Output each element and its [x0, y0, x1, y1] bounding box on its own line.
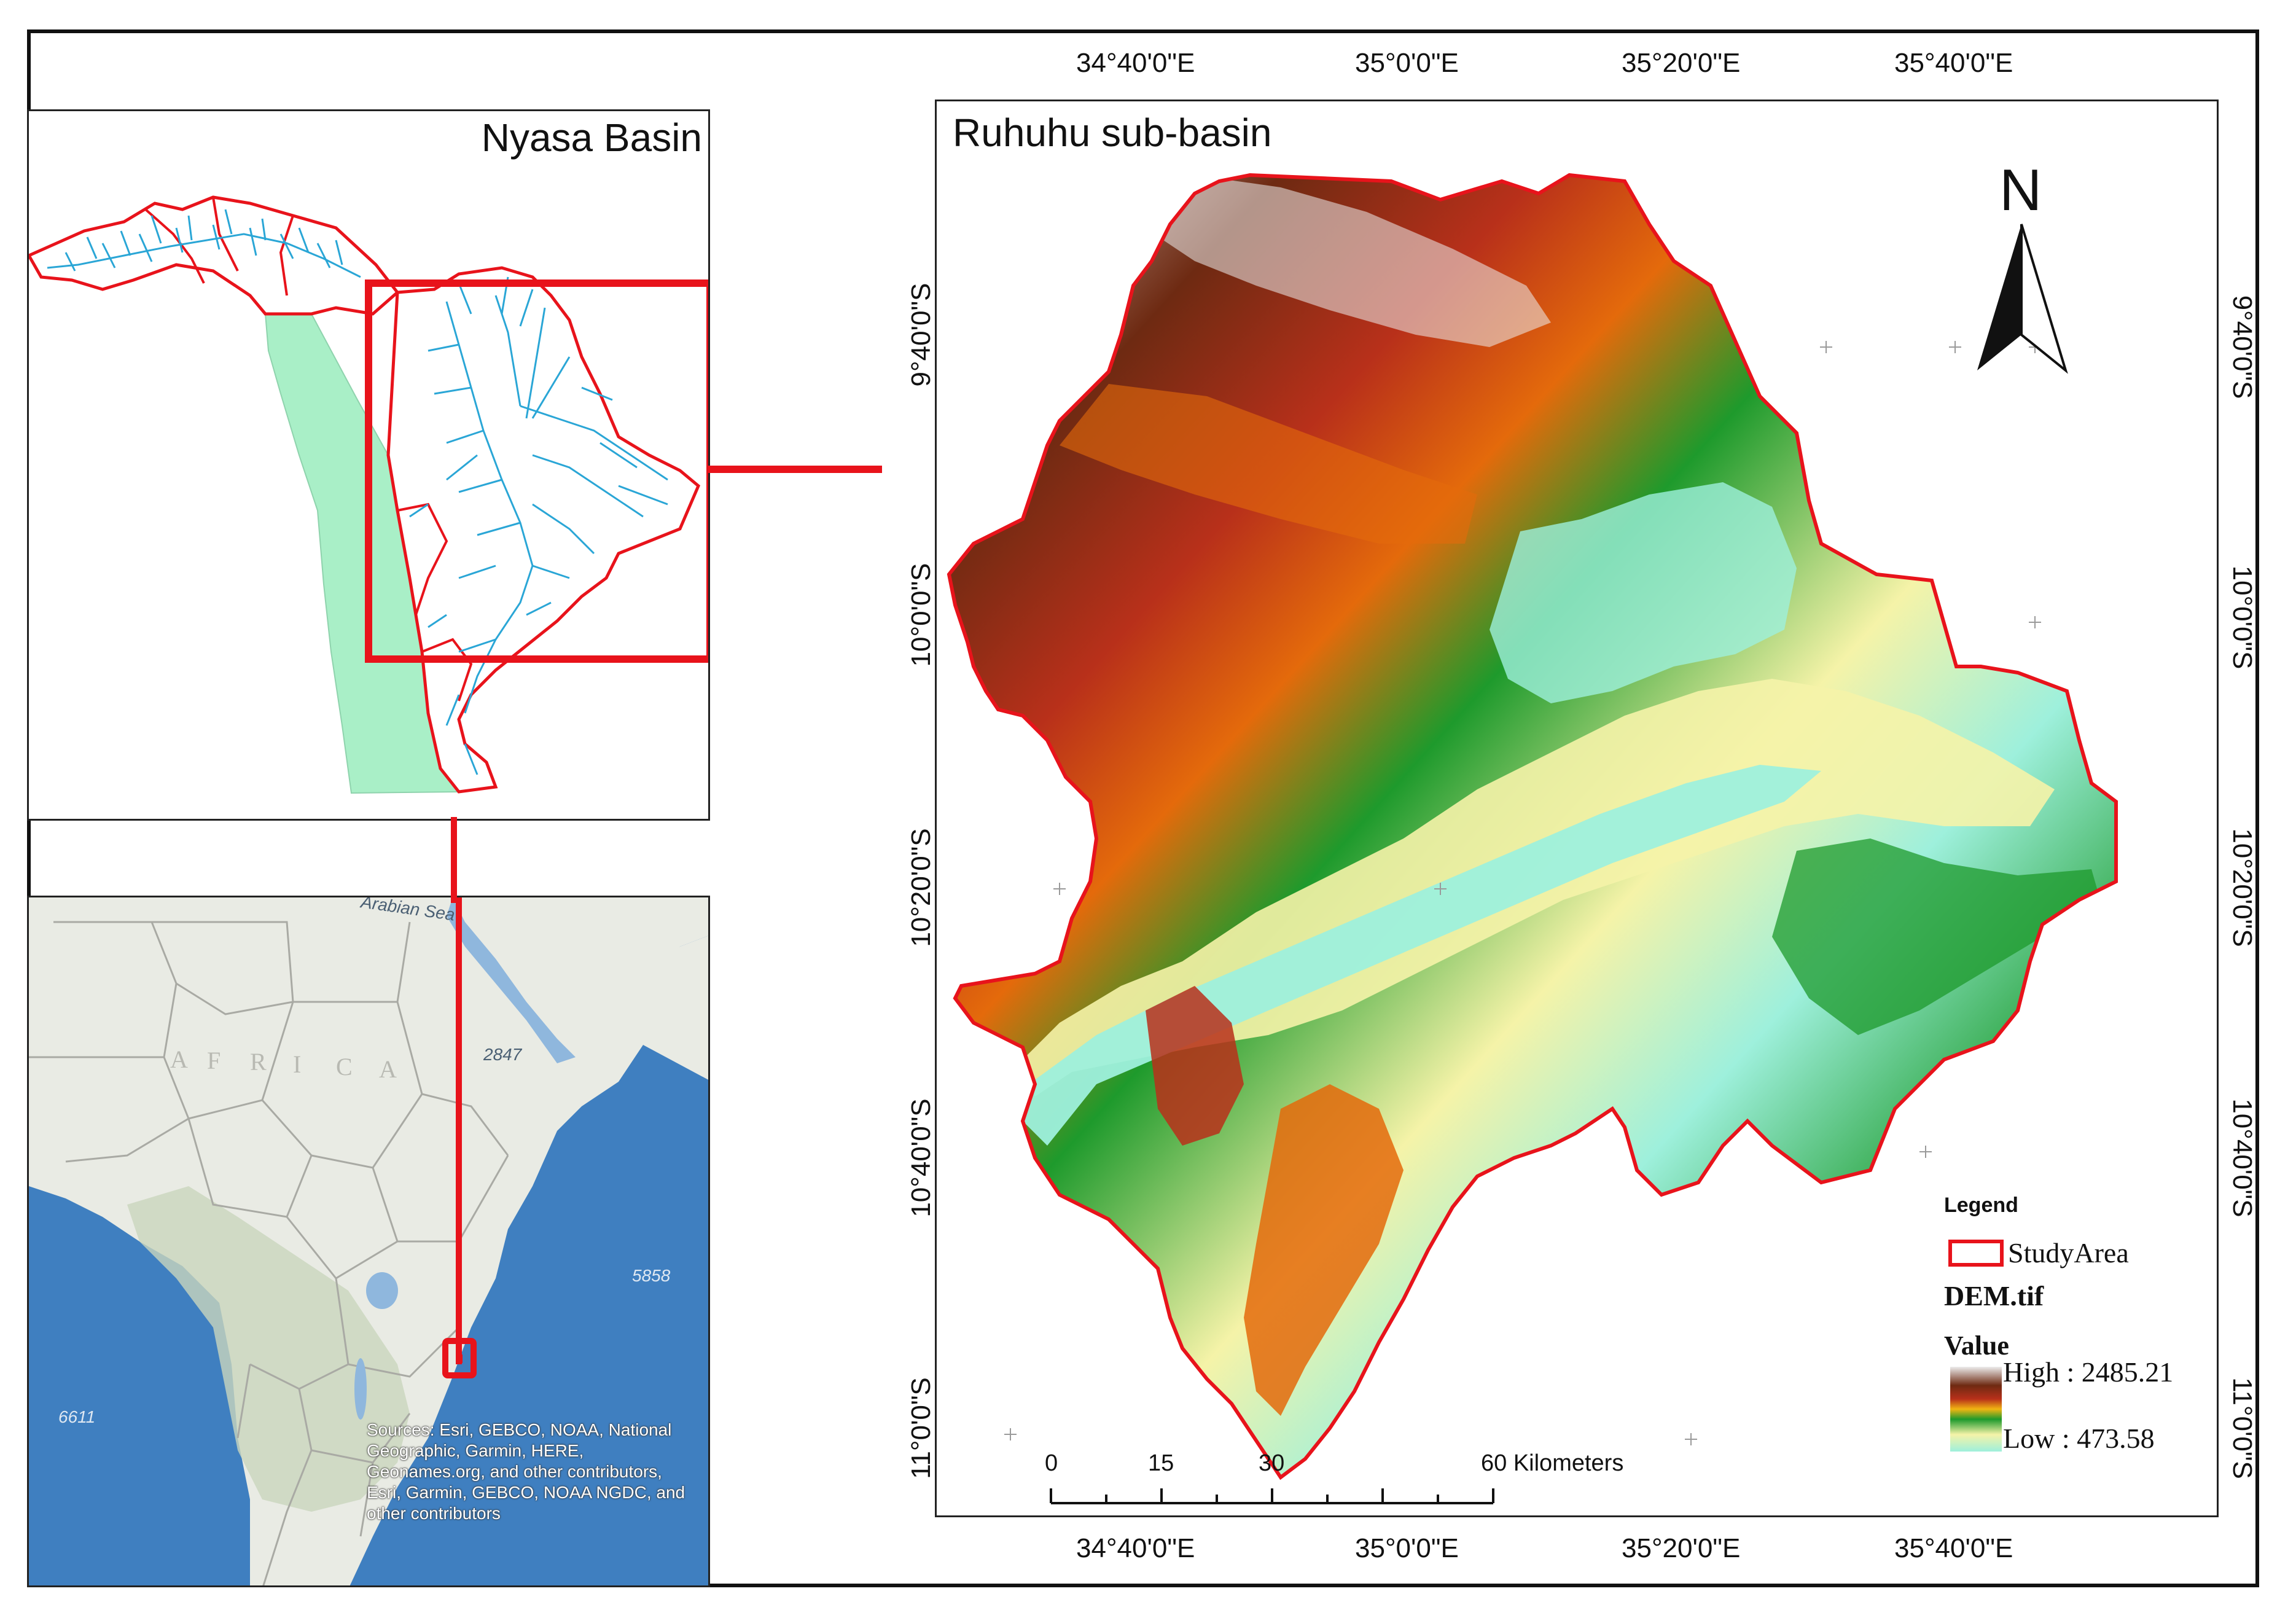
bottom-coord-1: 34°40'0"E: [1076, 1533, 1195, 1563]
north-arrow: [1977, 224, 2068, 374]
africa-landmass: [29, 897, 708, 1585]
locator-connector-line: [451, 817, 457, 903]
country-borders: [29, 921, 509, 1585]
ruhuhu-catchment: [386, 266, 701, 794]
right-coord-5: 11°0'0"S: [2227, 1377, 2257, 1479]
scale-label-15: 15: [1148, 1450, 1174, 1476]
top-coord-4: 35°40'0"E: [1894, 48, 2013, 78]
scale-label-60: 60 Kilometers: [1481, 1450, 1624, 1476]
right-coord-3: 10°20'0"S: [2227, 828, 2257, 947]
main-map-title: Ruhuhu sub-basin: [953, 111, 1272, 155]
right-coord-1: 9°40'0"S: [2227, 295, 2257, 399]
scale-label-30: 30: [1259, 1450, 1285, 1476]
right-coord-2: 10°0'0"S: [2227, 565, 2257, 670]
western-catchment: [29, 195, 400, 316]
north-label: N: [1999, 157, 2042, 223]
left-coord-4: 10°40'0"S: [906, 1098, 936, 1217]
legend: Legend StudyArea DEM.tif Value High : 24…: [1944, 1194, 2214, 1454]
nyasa-basin-inset: Nyasa Basin: [27, 109, 710, 821]
nyasa-basin-map: [29, 195, 708, 794]
africa-locator-map: [29, 897, 708, 1585]
right-coord-4: 10°40'0"S: [2227, 1098, 2257, 1217]
dem-color-ramp: [1950, 1367, 2002, 1452]
left-coord-1: 9°40'0"S: [906, 283, 936, 387]
depth-label-6611: 6611: [58, 1407, 96, 1426]
depth-label-2847: 2847: [483, 1045, 522, 1064]
top-coord-2: 35°0'0"E: [1355, 48, 1459, 78]
legend-layer-name: DEM.tif: [1944, 1280, 2044, 1311]
map-attribution: Sources: Esri, GEBCO, NOAA, National Geo…: [367, 1420, 685, 1523]
connector-line: [708, 466, 882, 473]
legend-title: Legend: [1944, 1194, 2018, 1217]
left-coord-5: 11°0'0"S: [906, 1377, 936, 1479]
river-network: [47, 209, 668, 775]
ruhuhu-highlight-box: [365, 279, 708, 663]
top-coord-1: 34°40'0"E: [1076, 48, 1195, 78]
ruhuhu-main-map: Ruhuhu sub-basin N 0 15 30 60 Kilometers…: [935, 100, 2219, 1517]
study-area-swatch: [1948, 1240, 2004, 1267]
legend-high-value: High : 2485.21: [2003, 1356, 2174, 1388]
scale-bar: [1050, 1488, 1494, 1504]
left-coord-2: 10°0'0"S: [906, 563, 936, 667]
bottom-coord-3: 35°20'0"E: [1622, 1533, 1741, 1563]
top-coord-3: 35°20'0"E: [1622, 48, 1741, 78]
bottom-coord-4: 35°40'0"E: [1894, 1533, 2013, 1563]
left-coord-3: 10°20'0"S: [906, 828, 936, 947]
nyasa-basin-title: Nyasa Basin: [481, 115, 702, 160]
legend-low-value: Low : 473.58: [2003, 1423, 2155, 1454]
bottom-coord-2: 35°0'0"E: [1355, 1533, 1459, 1563]
legend-value-label: Value: [1944, 1331, 2009, 1361]
africa-locator-inset: Arabian Sea 2847 5858 6611 A F R I C A S…: [27, 896, 710, 1587]
continent-label: A F R I C A: [170, 1045, 398, 1083]
depth-label-5858: 5858: [632, 1266, 671, 1285]
legend-study-area-label: StudyArea: [2008, 1237, 2129, 1268]
scale-label-0: 0: [1045, 1450, 1058, 1476]
dem-map: [937, 101, 2219, 1504]
locator-marker: [442, 1338, 477, 1378]
